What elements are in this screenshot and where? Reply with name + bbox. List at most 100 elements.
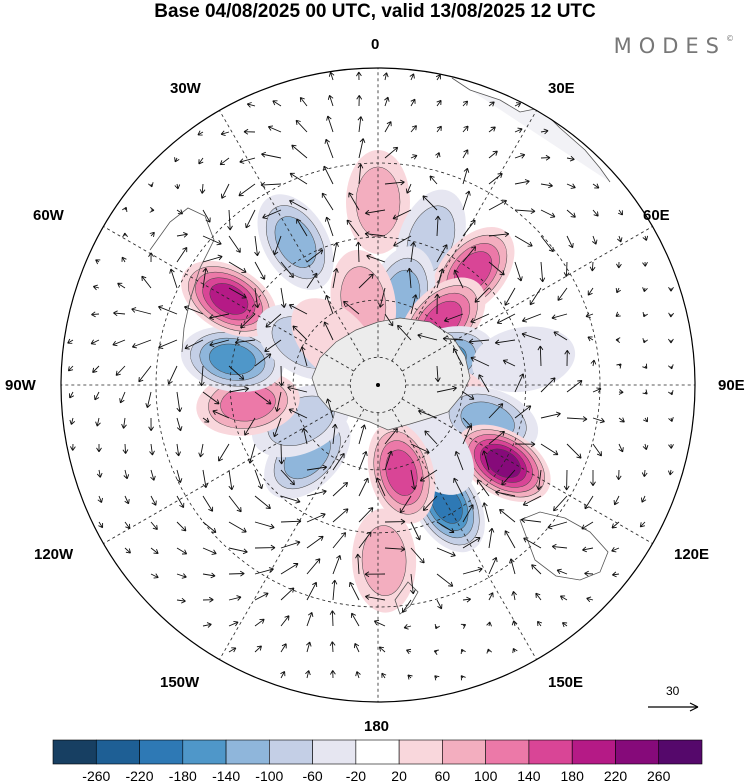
wind-arrow: [148, 182, 154, 188]
colorbar-tick-label: -20: [346, 768, 366, 783]
wind-arrow: [460, 648, 466, 655]
wind-arrow: [150, 573, 159, 579]
wind-arrow: [615, 287, 621, 294]
wind-arrow: [384, 146, 399, 159]
wind-arrow: [557, 287, 568, 301]
wind-arrow: [69, 417, 76, 425]
wind-arrow: [488, 126, 496, 133]
wind-arrow: [254, 592, 269, 601]
wind-arrow: [113, 310, 126, 317]
wind-arrow: [452, 347, 464, 367]
lon-label-150e: 150E: [548, 674, 584, 691]
wind-arrow: [328, 71, 335, 81]
wind-arrow: [397, 324, 412, 341]
wind-arrow: [324, 138, 334, 159]
wind-arrow: [131, 307, 152, 315]
colorbar-bin: [442, 739, 486, 765]
wind-arrow: [384, 546, 406, 552]
wind-arrow: [239, 157, 256, 164]
wind-arrow: [228, 365, 245, 380]
wind-arrow: [278, 443, 285, 465]
wind-arrow: [280, 469, 295, 486]
wind-arrow: [434, 623, 440, 630]
wind-arrow: [148, 252, 154, 263]
wind-arrow: [462, 596, 471, 603]
wind-arrow: [523, 537, 542, 549]
wind-arrow: [462, 219, 476, 237]
wind-arrow: [462, 566, 483, 575]
wind-arrow: [280, 540, 301, 549]
wind-arrow: [364, 571, 386, 578]
wind-arrow: [366, 254, 386, 263]
wind-arrow: [228, 570, 245, 577]
wind-arrow: [209, 339, 230, 348]
wind-arrow: [584, 570, 594, 577]
south-america-coast: [149, 207, 215, 353]
wind-arrow: [410, 573, 416, 595]
wind-arrow: [158, 339, 178, 349]
wind-arrow: [462, 246, 477, 263]
wind-arrow: [323, 165, 334, 185]
wind-arrow: [280, 671, 286, 679]
wind-arrow: [668, 286, 674, 292]
wind-arrow: [641, 469, 648, 477]
wind-arrow: [616, 261, 622, 269]
wind-arrow: [202, 622, 212, 628]
wind-arrow: [150, 521, 158, 531]
wind-arrow: [418, 409, 438, 419]
wind-arrow: [228, 595, 242, 601]
wind-arrow: [145, 391, 152, 409]
wind-arrow: [511, 620, 518, 627]
wind-arrow: [306, 512, 326, 523]
wind-arrow: [332, 423, 338, 445]
wind-arrow: [131, 339, 152, 349]
wind-arrow: [592, 417, 605, 424]
wind-arrow: [410, 98, 416, 107]
wind-arrow: [462, 167, 470, 185]
wind-arrow: [219, 157, 230, 166]
wind-arrow: [306, 558, 321, 575]
wind-arrow: [97, 495, 103, 503]
wind-arrow: [67, 365, 74, 372]
wind-arrow: [306, 272, 318, 289]
colorbar-tick-label: -260: [82, 768, 110, 783]
wind-arrow: [642, 443, 649, 451]
colorbar-bin: [398, 739, 443, 765]
wind-arrow: [209, 313, 230, 321]
wind-arrow: [95, 417, 101, 427]
colorbar-tick-label: 100: [474, 768, 498, 783]
wind-arrow: [202, 391, 220, 405]
wind-arrow: [514, 373, 525, 393]
lon-label-60w: 60W: [33, 207, 64, 224]
wind-arrow: [406, 648, 412, 655]
wind-arrow: [587, 336, 594, 342]
wind-arrow: [254, 469, 264, 490]
lon-label-90e: 90E: [718, 377, 745, 394]
colorbar-tick-label: 20: [391, 768, 407, 783]
wind-arrow: [272, 417, 282, 438]
wind-arrow: [529, 287, 542, 306]
wind-arrow: [434, 365, 441, 383]
wind-arrow: [305, 641, 312, 653]
colorbar-tick-label: -100: [255, 768, 283, 783]
wind-arrow: [453, 477, 464, 497]
wind-arrow: [331, 579, 338, 601]
wind-arrow: [668, 390, 674, 396]
map-title: Base 04/08/2025 00 UTC, valid 13/08/2025…: [154, 1, 596, 22]
wind-arrow: [176, 597, 186, 604]
wind-arrow: [639, 521, 646, 528]
wind-arrow: [494, 339, 516, 346]
wind-arrow: [564, 349, 571, 367]
wind-arrow: [306, 489, 327, 497]
wind-arrow: [434, 293, 441, 315]
wind-arrow: [384, 121, 392, 133]
wind-arrow: [551, 313, 568, 320]
wind-arrow: [618, 209, 623, 216]
wind-arrow: [642, 389, 648, 395]
wind-arrow: [436, 547, 456, 557]
wind-arrow: [124, 495, 130, 505]
colorbar-bin: [355, 739, 400, 765]
lon-label-30w: 30W: [170, 80, 201, 97]
wind-arrow: [615, 469, 622, 481]
longitude-line: [391, 68, 568, 362]
